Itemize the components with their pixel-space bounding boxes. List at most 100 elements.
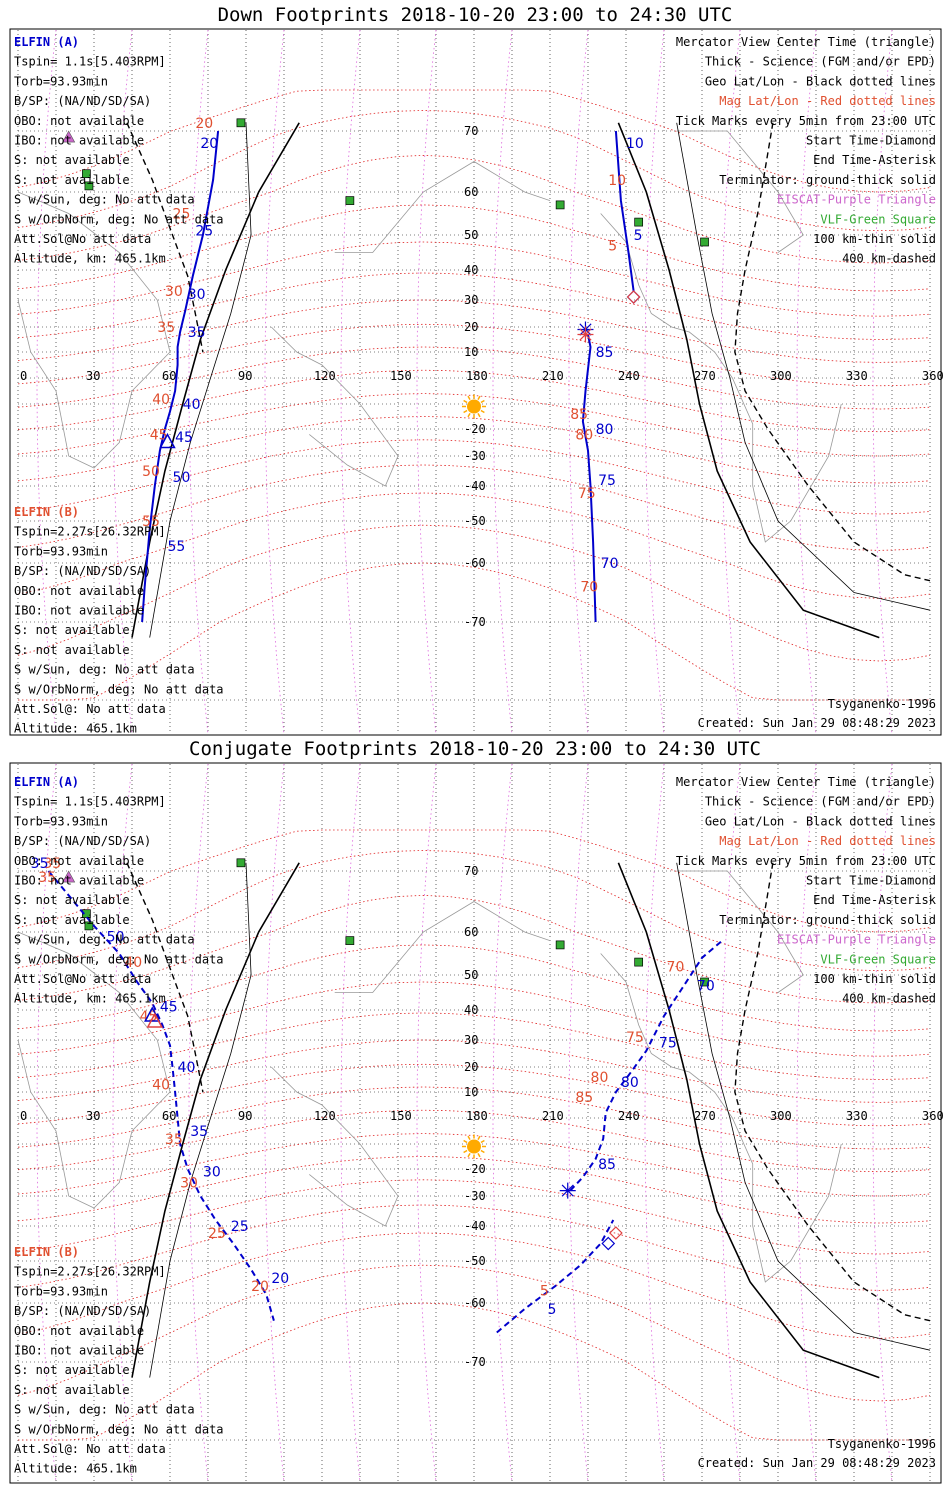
sun-ray — [477, 395, 481, 400]
mag-parallel — [17, 299, 931, 363]
vlf-station-square — [555, 200, 565, 210]
mag-meridian — [340, 763, 361, 1483]
lat-tick-label: -30 — [464, 449, 486, 463]
coastline — [676, 130, 804, 253]
track-time-label: 80 — [591, 1070, 609, 1086]
coastline — [334, 161, 551, 253]
lat-tick-label: 30 — [464, 1033, 478, 1047]
elfin-a-info-line: OBO: not available — [14, 854, 144, 868]
mag-parallel — [17, 1086, 931, 1150]
track-time-label: 45 — [150, 427, 168, 443]
elfin-a-info-line: IBO: not available — [14, 134, 144, 148]
track-time-label: 35 — [31, 856, 49, 872]
panel1-frame — [9, 28, 942, 736]
sun-ray — [463, 1149, 468, 1154]
coastline — [271, 1066, 399, 1227]
lon-tick-label: 120 — [314, 369, 336, 383]
lon-tick-label: 180 — [466, 1109, 488, 1123]
lat-tick-label: 10 — [464, 345, 478, 359]
lon-tick-label: 300 — [770, 1109, 792, 1123]
lat-tick-label: -40 — [464, 479, 486, 493]
legend-line: Terminator: ground-thick solid — [719, 913, 936, 927]
sun-ray — [480, 409, 485, 414]
vlf-station-square — [345, 196, 355, 205]
vlf-station-square — [236, 118, 246, 128]
mag-parallel — [17, 524, 931, 662]
mag-parallel — [17, 369, 931, 433]
legend-line: VLF-Green Square — [820, 212, 936, 226]
lat-tick-label: -30 — [464, 1189, 486, 1203]
elfin-a-info-line: Altitude, km: 465.1km — [14, 252, 166, 266]
elfin-a-info-line: S: not available — [14, 913, 130, 927]
sun-ray — [477, 413, 481, 418]
mag-meridian — [340, 29, 361, 735]
lat-tick-label: 70 — [464, 864, 478, 878]
legend-line: Tick Marks every 5min from 23:00 UTC — [676, 114, 936, 128]
mag-parallel — [17, 829, 931, 933]
track-conj-east2 — [569, 939, 723, 1192]
mag-meridian — [264, 763, 285, 1483]
lat-tick-label: -70 — [464, 615, 486, 629]
lat-tick-label: 40 — [464, 263, 478, 277]
elfin-b-info-line: Altitude: 465.1km — [14, 722, 137, 736]
elfin-b-info-line: B/SP: (NA/ND/SD/SA) — [14, 564, 151, 578]
elfin-a-info-line: Torb=93.93min — [14, 814, 108, 828]
elfin-a-info-line: S: not available — [14, 153, 130, 167]
start-diamond-icon — [626, 290, 641, 304]
sun-ray — [477, 1135, 481, 1140]
start-diamond-icon — [626, 290, 641, 304]
lon-tick-label: 150 — [390, 369, 412, 383]
created-timestamp: Created: Sun Jan 29 08:48:29 2023 — [698, 1456, 936, 1470]
lon-tick-label: 270 — [694, 369, 716, 383]
legend-line: Mercator View Center Time (triangle) — [676, 775, 936, 789]
track-time-label: 35 — [190, 1124, 208, 1140]
coastline — [17, 931, 171, 1209]
mag-parallel — [17, 1204, 931, 1291]
track-time-label: 80 — [621, 1075, 639, 1091]
vlf-station-square — [634, 957, 644, 967]
mag-meridian — [112, 29, 133, 735]
vlf-station-square — [236, 858, 246, 868]
lat-tick-label: -60 — [464, 556, 486, 570]
model-label: Tsyganenko-1996 — [828, 697, 936, 711]
elfin-a-info-line: S w/OrbNorm, deg: No att data — [14, 952, 224, 966]
legend-line: 100 km-thin solid — [813, 972, 936, 986]
mag-meridian — [36, 29, 57, 735]
mag-meridian — [720, 763, 741, 1483]
legend-line: 400 km-dashed — [842, 252, 936, 266]
mag-meridian — [644, 763, 665, 1483]
lon-tick-label: 300 — [770, 369, 792, 383]
lat-tick-label: -70 — [464, 1355, 486, 1369]
terminator-100km — [676, 862, 931, 1351]
elfin-a-info-line: ELFIN (A) — [14, 35, 79, 49]
sun-ray — [463, 399, 468, 404]
panel-1: 0 30 60 90 120 150 180 210 240 270 300 330 360 70 60 50… — [14, 29, 944, 736]
track-time-label: 25 — [231, 1219, 249, 1235]
terminator-400km — [734, 122, 931, 582]
legend-line: End Time-Asterisk — [813, 153, 937, 167]
sun-ray — [467, 395, 471, 400]
track-time-label: 55 — [167, 539, 185, 555]
legend-line: Start Time-Diamond — [806, 874, 936, 888]
track-time-label: 85 — [575, 1090, 593, 1106]
track-time-label: 5 — [547, 1302, 556, 1318]
lon-tick-label: 60 — [162, 1109, 176, 1123]
track-time-label: 50 — [142, 464, 160, 480]
panel-2: 0 30 60 90 120 150 180 210 240 270 300 330 360 70 60 50… — [14, 763, 944, 1483]
start-diamond-icon — [609, 1226, 623, 1240]
track-time-label: 5 — [608, 239, 617, 255]
eiscat-triangle — [62, 870, 76, 883]
terminator-ground — [617, 122, 880, 639]
sun-ray — [467, 1135, 471, 1140]
elfin-a-info-line: Torb=93.93min — [14, 74, 108, 88]
elfin-b-info-line: Tspin=2.27s[26.32RPM] — [14, 1265, 166, 1279]
lon-tick-label: 270 — [694, 1109, 716, 1123]
mag-meridian — [872, 763, 893, 1483]
mag-meridian — [568, 763, 589, 1483]
legend-line: Mag Lat/Lon - Red dotted lines — [719, 834, 936, 848]
terminator-100km — [149, 122, 252, 638]
track-time-label: 70 — [697, 979, 715, 995]
track-time-label: 25 — [208, 1226, 226, 1242]
mag-meridian — [416, 29, 437, 735]
elfin-b-info-line: S: not available — [14, 1363, 130, 1377]
